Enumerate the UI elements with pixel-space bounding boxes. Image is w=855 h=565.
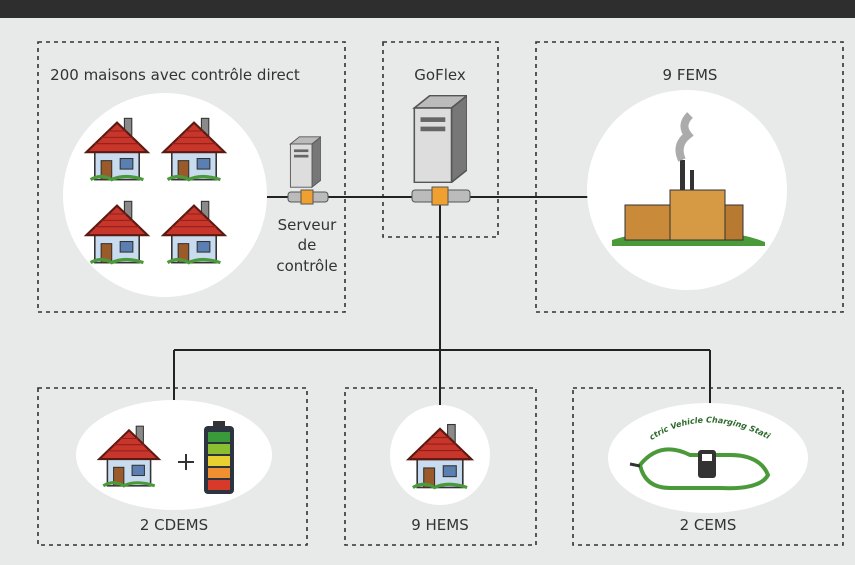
node-label: 9 HEMS [411, 516, 469, 534]
top-bar [0, 0, 855, 18]
node-label: 200 maisons avec contrôle direct [50, 66, 300, 84]
node-label: 9 FEMS [663, 66, 718, 84]
node-label: GoFlex [414, 66, 466, 84]
node-label: 2 CEMS [680, 516, 737, 534]
houses-circle [63, 93, 267, 297]
server-port [432, 187, 448, 205]
diagram: Electric Vehicle Charging Stations 200 m… [0, 0, 855, 565]
server-port [301, 190, 313, 204]
goflex-server-icon [414, 96, 467, 183]
battery-icon [204, 421, 234, 494]
server-label: contrôle [276, 257, 337, 275]
server-label: Serveur [278, 216, 338, 234]
node-label: 2 CDEMS [140, 516, 208, 534]
server-icon [290, 137, 321, 187]
server-label: de [298, 236, 317, 254]
